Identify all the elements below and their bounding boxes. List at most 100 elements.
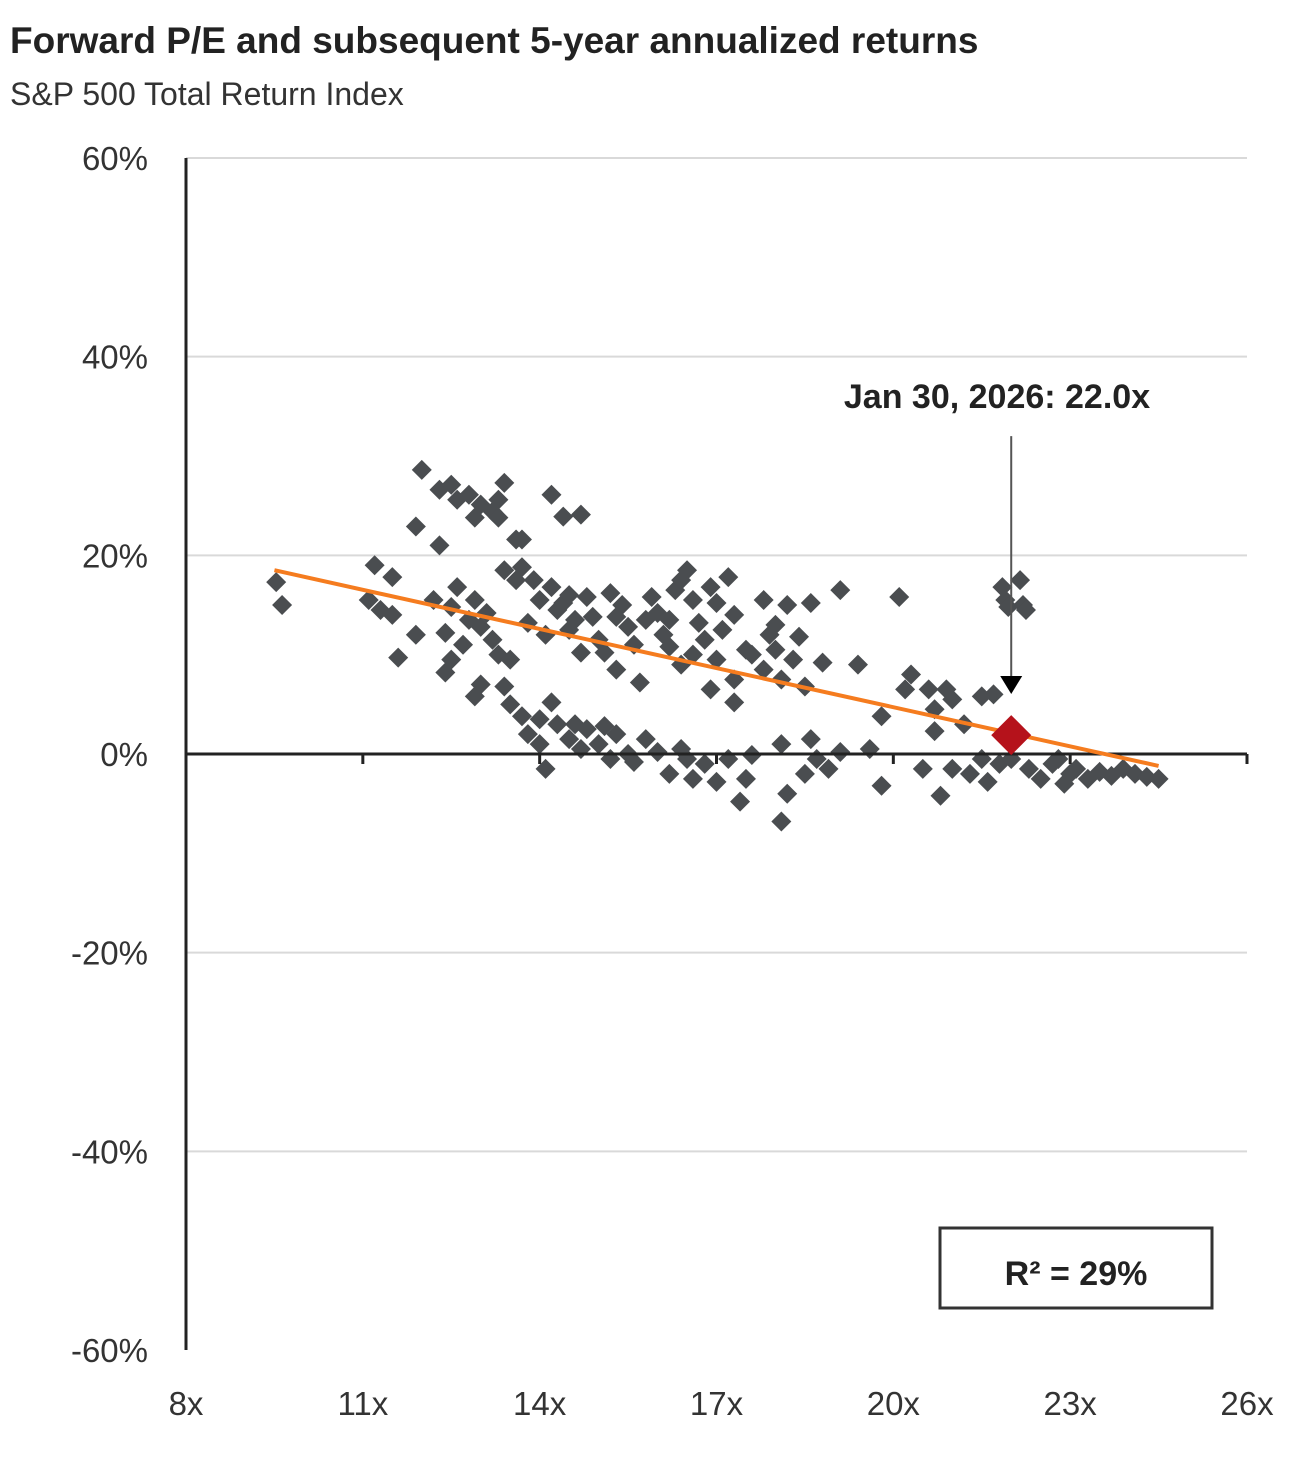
data-point xyxy=(547,714,568,735)
x-tick-label: 14x xyxy=(513,1385,567,1422)
data-point xyxy=(447,577,468,598)
data-point xyxy=(565,714,586,735)
x-tick-label: 20x xyxy=(867,1385,921,1422)
data-point xyxy=(553,506,574,527)
data-point xyxy=(1030,768,1051,789)
data-point xyxy=(901,664,922,685)
data-point xyxy=(977,771,998,792)
data-point xyxy=(482,629,503,650)
data-point xyxy=(541,692,562,713)
data-point xyxy=(494,560,515,581)
data-point xyxy=(818,758,839,779)
y-tick-label: 60% xyxy=(82,140,148,177)
data-point xyxy=(918,679,939,700)
highlight-point xyxy=(991,715,1032,756)
data-point xyxy=(912,758,933,779)
data-point xyxy=(682,644,703,665)
chart-title: Forward P/E and subsequent 5-year annual… xyxy=(10,20,979,61)
data-point xyxy=(382,604,403,625)
data-point xyxy=(682,768,703,789)
data-point xyxy=(559,729,580,750)
data-point xyxy=(494,472,515,493)
data-point xyxy=(700,679,721,700)
data-point xyxy=(706,649,727,670)
data-point xyxy=(682,590,703,611)
data-point xyxy=(441,649,462,670)
data-point xyxy=(1018,758,1039,779)
x-tick-label: 17x xyxy=(690,1385,744,1422)
data-point xyxy=(924,721,945,742)
data-point xyxy=(718,748,739,769)
data-point xyxy=(594,716,615,737)
data-point xyxy=(458,484,479,505)
data-point xyxy=(694,629,715,650)
data-point xyxy=(511,557,532,578)
data-point xyxy=(694,753,715,774)
data-point xyxy=(594,642,615,663)
arrow-down-icon xyxy=(1000,676,1023,694)
data-point xyxy=(470,616,491,637)
data-point xyxy=(794,763,815,784)
data-point xyxy=(998,596,1019,617)
data-point xyxy=(500,649,521,670)
data-point xyxy=(623,751,644,772)
data-point xyxy=(453,634,474,655)
data-point xyxy=(405,624,426,645)
x-tick-label: 8x xyxy=(169,1385,204,1422)
data-point xyxy=(753,659,774,680)
data-point xyxy=(724,604,745,625)
data-point xyxy=(659,636,680,657)
data-point xyxy=(517,724,538,745)
data-point xyxy=(983,684,1004,705)
data-point xyxy=(529,709,550,730)
data-point xyxy=(464,507,485,528)
data-point xyxy=(494,676,515,697)
data-point xyxy=(895,679,916,700)
data-point xyxy=(706,593,727,614)
data-point xyxy=(753,590,774,611)
data-point xyxy=(576,587,597,608)
data-point xyxy=(1060,763,1081,784)
data-point xyxy=(771,734,792,755)
r-squared-label: R² = 29% xyxy=(1005,1255,1148,1293)
r-squared-box xyxy=(938,1226,1214,1310)
data-point xyxy=(847,654,868,675)
data-point xyxy=(959,763,980,784)
data-point xyxy=(830,742,851,763)
data-point xyxy=(688,612,709,633)
data-point xyxy=(1148,768,1169,789)
data-point xyxy=(464,590,485,611)
data-point xyxy=(647,742,668,763)
data-point xyxy=(570,642,591,663)
chart-subtitle: S&P 500 Total Return Index xyxy=(10,76,404,112)
data-point xyxy=(771,811,792,832)
data-point xyxy=(600,583,621,604)
data-point xyxy=(529,734,550,755)
data-point xyxy=(942,758,963,779)
data-point xyxy=(600,748,621,769)
data-point xyxy=(606,606,627,627)
data-point xyxy=(559,585,580,606)
y-tick-label: 0% xyxy=(100,736,148,773)
data-point xyxy=(871,706,892,727)
x-tick-label: 26x xyxy=(1220,1385,1274,1422)
data-point xyxy=(272,595,293,615)
data-point xyxy=(777,783,798,804)
data-point xyxy=(588,734,609,755)
data-point xyxy=(511,706,532,727)
data-point xyxy=(765,614,786,635)
data-point xyxy=(618,616,639,637)
data-point xyxy=(812,652,833,673)
y-tick-label: 40% xyxy=(82,339,148,376)
data-point xyxy=(429,535,450,556)
data-point xyxy=(606,659,627,680)
data-point xyxy=(641,587,662,608)
data-point xyxy=(488,489,509,510)
data-point xyxy=(541,484,562,505)
data-point xyxy=(435,622,456,643)
data-point xyxy=(635,729,656,750)
data-point xyxy=(677,560,698,581)
data-point xyxy=(930,785,951,806)
data-point xyxy=(741,644,762,665)
